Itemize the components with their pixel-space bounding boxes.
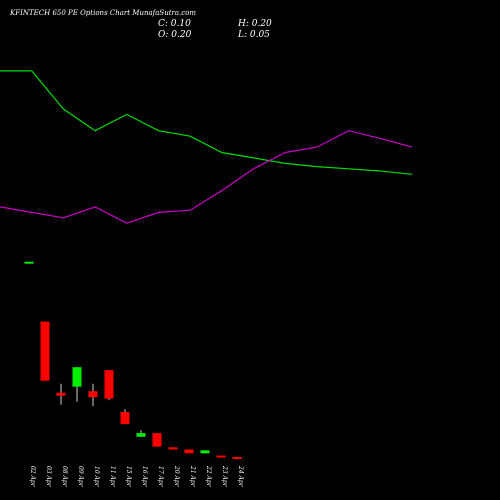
candle-body (56, 392, 66, 396)
candle-body (136, 433, 146, 437)
x-tick-label: 16 Apr (141, 466, 148, 488)
candle-body (152, 433, 162, 447)
x-tick-label: 21 Apr (189, 465, 196, 488)
x-tick-label: 08 Apr (61, 466, 68, 488)
x-tick-label: 20 Apr (173, 465, 180, 488)
candle-body (40, 321, 50, 381)
candle-body (184, 449, 194, 454)
candle-body (88, 391, 98, 398)
low-label: L: 0.05 (237, 30, 270, 40)
candle-body (120, 412, 130, 425)
x-tick-label: 15 Apr (125, 466, 132, 488)
x-tick-label: 03 Apr (45, 466, 52, 488)
x-axis-ticks: 02 Apr 03 Apr 08 Apr 09 Apr 10 Apr 11 Apr 15 A… (29, 465, 244, 488)
x-tick-label: 09 Apr (77, 466, 84, 488)
open-label: O: 0.20 (158, 30, 192, 40)
x-tick-label: 22 Apr (205, 465, 212, 488)
indicator-line-2 (0, 130, 413, 224)
candle-body (168, 447, 178, 450)
candle-body (200, 450, 210, 454)
candle-body (24, 261, 34, 264)
x-tick-label: 17 Apr (157, 466, 164, 488)
candle-body (72, 367, 82, 387)
x-tick-label: 23 Apr (221, 465, 228, 488)
candle-body (216, 455, 226, 458)
indicator-line-1 (0, 70, 413, 175)
chart-title: KFINTECH 650 PE Options Chart MunafaSutr… (9, 9, 196, 17)
indicator-lines (0, 70, 413, 224)
candle-body (104, 370, 114, 399)
candles (24, 261, 242, 460)
x-tick-label: 02 Apr (29, 466, 36, 488)
x-tick-label: 10 Apr (93, 466, 100, 488)
close-label: C: 0.10 (158, 19, 191, 29)
candle-body (232, 457, 242, 459)
high-label: H: 0.20 (237, 19, 272, 29)
x-tick-label: 24 Apr (237, 465, 244, 488)
x-tick-label: 11 Apr (109, 466, 116, 488)
